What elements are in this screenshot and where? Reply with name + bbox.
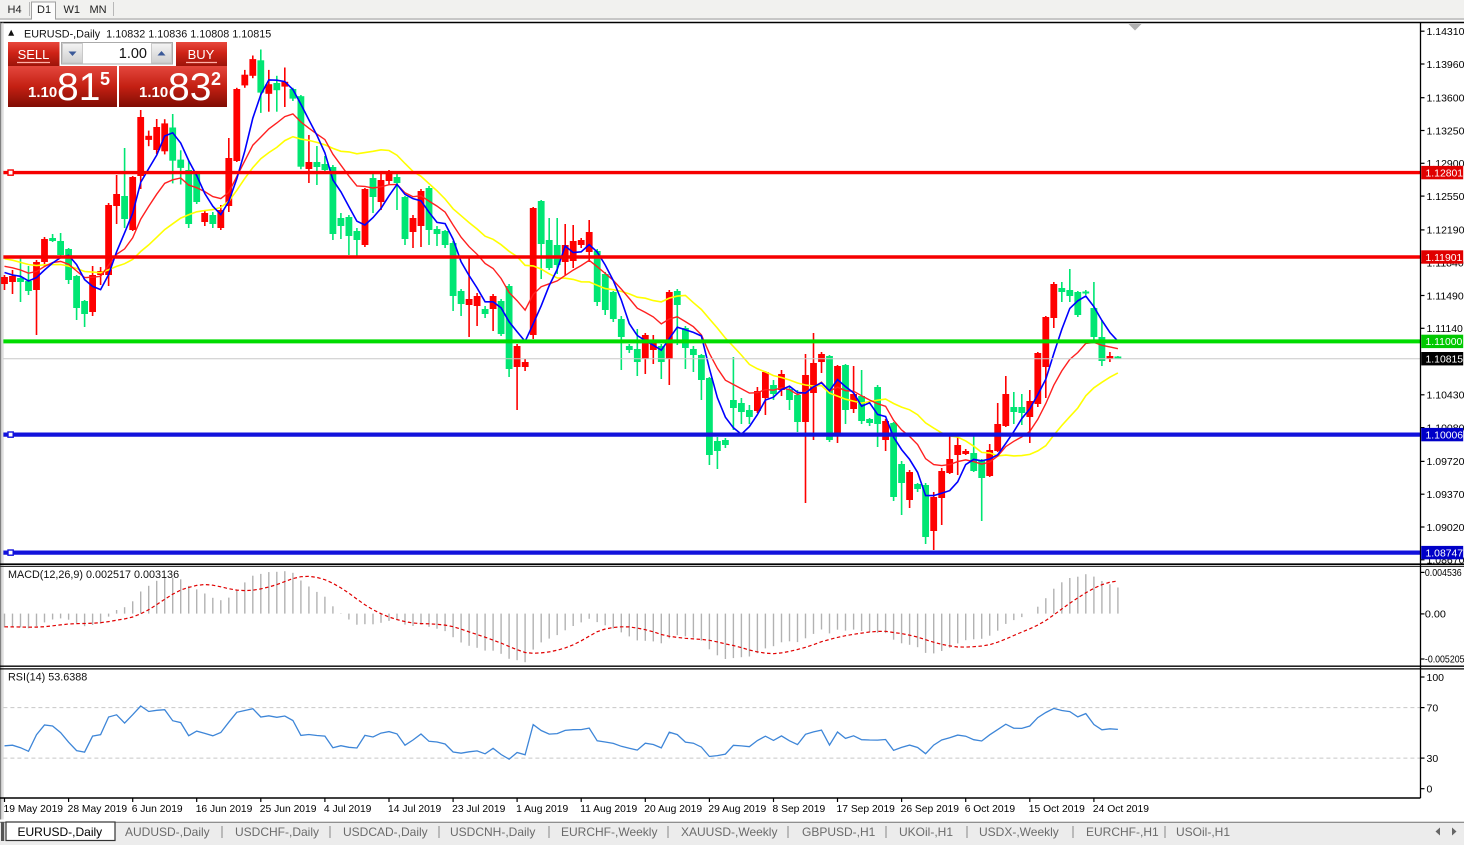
svg-text:XAUUSD-,Weekly: XAUUSD-,Weekly — [681, 825, 777, 839]
svg-text:83: 83 — [168, 66, 211, 109]
svg-text:0.00: 0.00 — [1425, 610, 1446, 621]
svg-text:1.14310: 1.14310 — [1427, 26, 1464, 38]
svg-text:MACD(12,26,9) 0.002517 0.00313: MACD(12,26,9) 0.002517 0.003136 — [8, 569, 179, 581]
svg-text:1.09020: 1.09020 — [1427, 522, 1464, 534]
svg-text:W1: W1 — [64, 4, 81, 16]
svg-text:USDCAD-,Daily: USDCAD-,Daily — [343, 825, 428, 839]
svg-text:EURCHF-,Weekly: EURCHF-,Weekly — [561, 825, 657, 839]
svg-text:GBPUSD-,H1: GBPUSD-,H1 — [802, 825, 876, 839]
svg-text:29 Aug 2019: 29 Aug 2019 — [708, 804, 766, 815]
svg-text:14 Jul 2019: 14 Jul 2019 — [388, 804, 442, 815]
svg-text:1 Aug 2019: 1 Aug 2019 — [516, 804, 568, 815]
svg-text:1.11490: 1.11490 — [1427, 290, 1464, 302]
svg-text:1.11000: 1.11000 — [1426, 337, 1463, 348]
svg-text:20 Aug 2019: 20 Aug 2019 — [644, 804, 702, 815]
svg-text:8 Sep 2019: 8 Sep 2019 — [773, 804, 826, 815]
svg-text:19 May 2019: 19 May 2019 — [4, 804, 64, 815]
svg-text:17 Sep 2019: 17 Sep 2019 — [837, 804, 896, 815]
svg-text:1.13960: 1.13960 — [1427, 59, 1464, 71]
svg-text:100: 100 — [1427, 672, 1445, 684]
svg-text:AUDUSD-,Daily: AUDUSD-,Daily — [125, 825, 210, 839]
svg-text:USDCNH-,Daily: USDCNH-,Daily — [450, 825, 535, 839]
svg-text:1.12190: 1.12190 — [1427, 225, 1464, 237]
svg-text:1.10: 1.10 — [139, 84, 168, 101]
svg-text:11 Aug 2019: 11 Aug 2019 — [580, 804, 637, 815]
svg-text:26 Sep 2019: 26 Sep 2019 — [901, 804, 960, 815]
svg-text:1.11140: 1.11140 — [1427, 323, 1464, 335]
svg-text:-0.005205: -0.005205 — [1425, 655, 1464, 666]
svg-text:81: 81 — [57, 66, 100, 109]
svg-text:4 Jul 2019: 4 Jul 2019 — [324, 804, 372, 815]
svg-text:15 Oct 2019: 15 Oct 2019 — [1029, 804, 1085, 815]
svg-text:1.12550: 1.12550 — [1427, 191, 1464, 203]
svg-text:USDX-,Weekly: USDX-,Weekly — [979, 825, 1059, 839]
svg-text:0.004536: 0.004536 — [1425, 568, 1462, 579]
svg-text:D1: D1 — [37, 4, 51, 16]
svg-text:SELL: SELL — [18, 47, 50, 62]
svg-text:30: 30 — [1427, 753, 1439, 765]
svg-text:1.10815: 1.10815 — [1426, 355, 1464, 366]
svg-text:24 Oct 2019: 24 Oct 2019 — [1093, 804, 1149, 815]
svg-text:UKOil-,H1: UKOil-,H1 — [899, 825, 953, 839]
svg-text:16 Jun 2019: 16 Jun 2019 — [196, 804, 253, 815]
svg-text:1.09370: 1.09370 — [1427, 489, 1464, 501]
svg-text:RSI(14) 53.6388: RSI(14) 53.6388 — [8, 672, 87, 684]
svg-text:BUY: BUY — [188, 47, 215, 62]
svg-text:1.00: 1.00 — [119, 46, 147, 62]
svg-text:1.12801: 1.12801 — [1426, 168, 1464, 179]
svg-text:EURCHF-,H1: EURCHF-,H1 — [1086, 825, 1159, 839]
svg-text:MN: MN — [90, 4, 107, 16]
svg-text:1.09720: 1.09720 — [1427, 456, 1464, 468]
svg-text:2: 2 — [211, 69, 221, 89]
svg-text:1.13250: 1.13250 — [1427, 125, 1464, 137]
svg-text:1.13600: 1.13600 — [1427, 93, 1464, 105]
svg-text:6 Oct 2019: 6 Oct 2019 — [965, 804, 1016, 815]
svg-text:5: 5 — [100, 69, 110, 89]
svg-text:0: 0 — [1427, 784, 1433, 796]
svg-text:1.10: 1.10 — [28, 84, 57, 101]
svg-text:70: 70 — [1427, 702, 1439, 714]
svg-text:H4: H4 — [8, 4, 22, 16]
svg-text:1.11901: 1.11901 — [1426, 253, 1463, 264]
svg-text:28 May 2019: 28 May 2019 — [68, 804, 128, 815]
svg-text:23 Jul 2019: 23 Jul 2019 — [452, 804, 506, 815]
svg-text:USDCHF-,Daily: USDCHF-,Daily — [235, 825, 319, 839]
svg-text:EURUSD-,Daily: EURUSD-,Daily — [18, 825, 103, 839]
svg-text:1.08747: 1.08747 — [1426, 548, 1464, 559]
svg-text:25 Jun 2019: 25 Jun 2019 — [260, 804, 317, 815]
svg-text:USOil-,H1: USOil-,H1 — [1176, 825, 1230, 839]
svg-text:1.10006: 1.10006 — [1426, 430, 1464, 441]
svg-text:1.10430: 1.10430 — [1427, 390, 1464, 402]
svg-text:6 Jun 2019: 6 Jun 2019 — [132, 804, 183, 815]
svg-text:EURUSD-,Daily 1.10832 1.10836: EURUSD-,Daily 1.10832 1.10836 1.10808 1.… — [24, 29, 271, 41]
